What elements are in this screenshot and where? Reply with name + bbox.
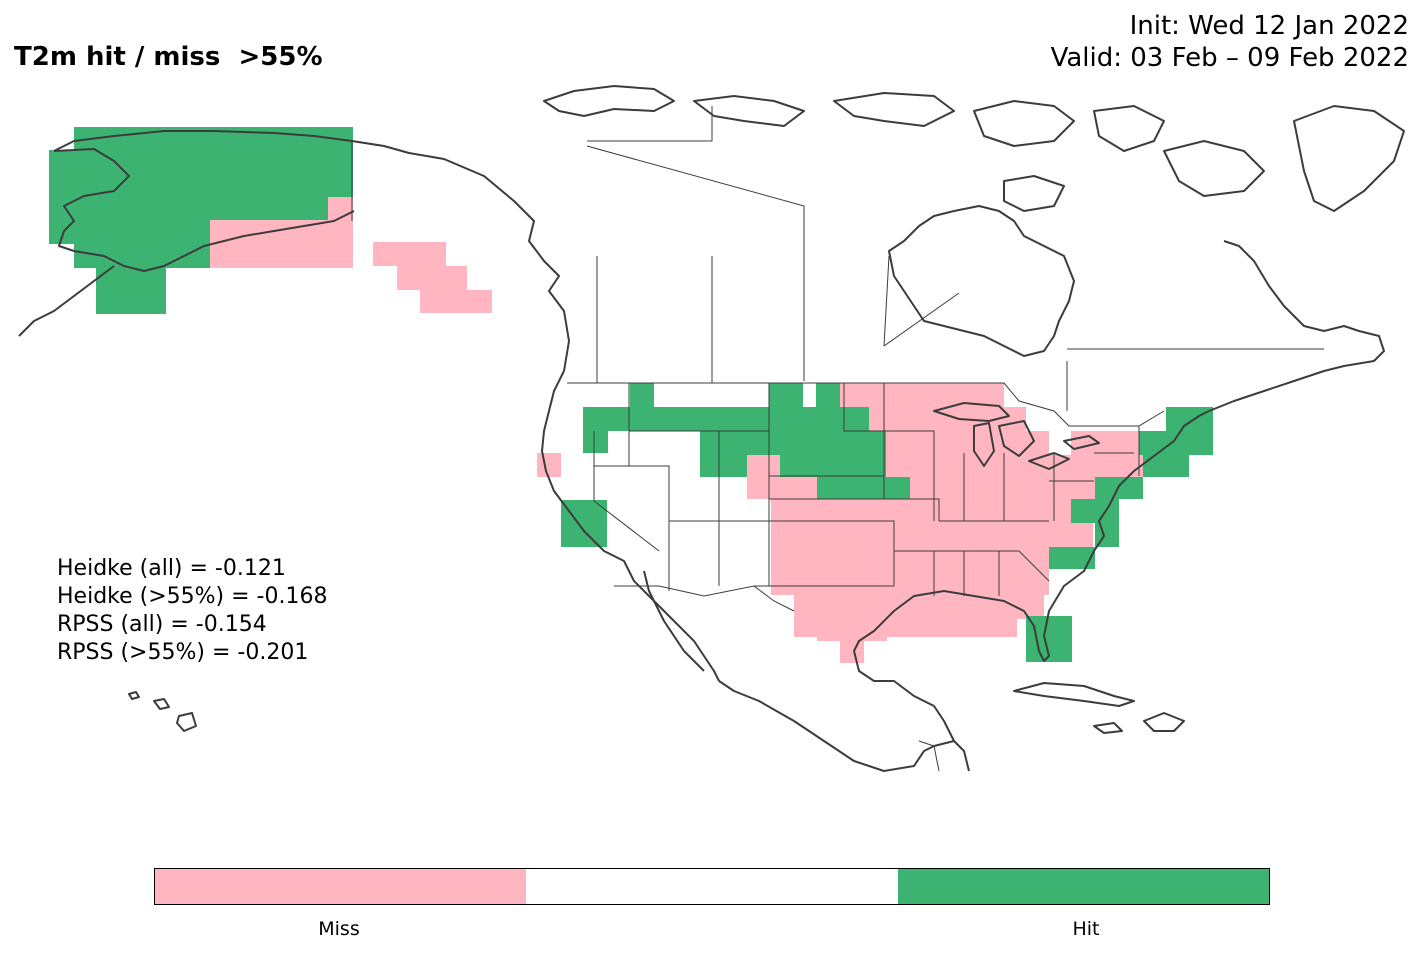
hit-cell <box>653 407 769 431</box>
hit-cell <box>780 455 886 477</box>
miss-cell <box>840 641 864 663</box>
hit-cell <box>700 455 747 477</box>
hit-cell <box>816 383 840 407</box>
hit-cell <box>1166 407 1213 431</box>
hit-cell <box>1049 547 1095 569</box>
map-panel <box>14 81 1410 778</box>
colorbar-hit-segment <box>897 869 1269 904</box>
miss-cell <box>373 242 446 266</box>
miss-cell <box>771 523 1093 547</box>
miss-cell <box>397 266 467 290</box>
hit-cell <box>210 197 328 220</box>
miss-cell <box>886 431 1049 455</box>
colorbar-miss-label: Miss <box>318 918 360 940</box>
miss-cell <box>771 571 1049 595</box>
miss-cell <box>747 455 780 477</box>
miss-cell <box>210 220 353 268</box>
colorbar-neutral-segment <box>526 869 898 904</box>
coastlines <box>18 85 1405 772</box>
heidke-55-score: Heidke (>55%) = -0.168 <box>57 584 328 609</box>
miss-cell <box>537 453 561 477</box>
hit-cell <box>1143 455 1189 477</box>
map-title: T2m hit / miss >55% <box>14 42 323 72</box>
hit-cell <box>561 500 607 547</box>
colorbar <box>154 868 1270 905</box>
date-header: Init: Wed 12 Jan 2022 Valid: 03 Feb – 09… <box>1051 10 1409 74</box>
miss-cell <box>817 619 887 641</box>
rpss-all-score: RPSS (all) = -0.154 <box>57 612 267 637</box>
miss-cell <box>794 595 1044 619</box>
hit-cell <box>1139 431 1213 455</box>
miss-cell <box>328 197 353 220</box>
hit-cell <box>583 431 608 453</box>
hit-cell <box>779 383 803 407</box>
miss-cell <box>420 290 492 313</box>
hit-cell <box>870 431 886 455</box>
miss-cell <box>910 477 1095 499</box>
hit-cell <box>817 477 910 499</box>
hit-cell <box>96 268 166 314</box>
miss-cell <box>771 499 1071 523</box>
miss-cell <box>1071 431 1139 455</box>
hit-cell <box>700 431 870 455</box>
forecast-cells <box>49 127 1213 663</box>
heidke-all-score: Heidke (all) = -0.121 <box>57 556 286 581</box>
miss-cell <box>747 477 817 499</box>
colorbar-miss-segment <box>155 869 527 904</box>
init-date-label: Init: Wed 12 Jan 2022 <box>1129 11 1409 41</box>
skill-scores: Heidke (all) = -0.121 Heidke (>55%) = -0… <box>57 555 327 667</box>
colorbar-hit-label: Hit <box>1072 918 1100 940</box>
map-canvas <box>18 85 1405 772</box>
rpss-55-score: RPSS (>55%) = -0.201 <box>57 640 309 665</box>
borders <box>351 106 1324 772</box>
hit-cell <box>779 407 869 431</box>
miss-cell <box>1033 455 1143 477</box>
miss-cell <box>840 383 1004 407</box>
miss-cell <box>886 455 1033 477</box>
hit-cell <box>583 407 653 431</box>
hit-cell <box>74 197 210 268</box>
hit-cell <box>630 383 654 407</box>
valid-date-label: Valid: 03 Feb – 09 Feb 2022 <box>1050 43 1409 73</box>
